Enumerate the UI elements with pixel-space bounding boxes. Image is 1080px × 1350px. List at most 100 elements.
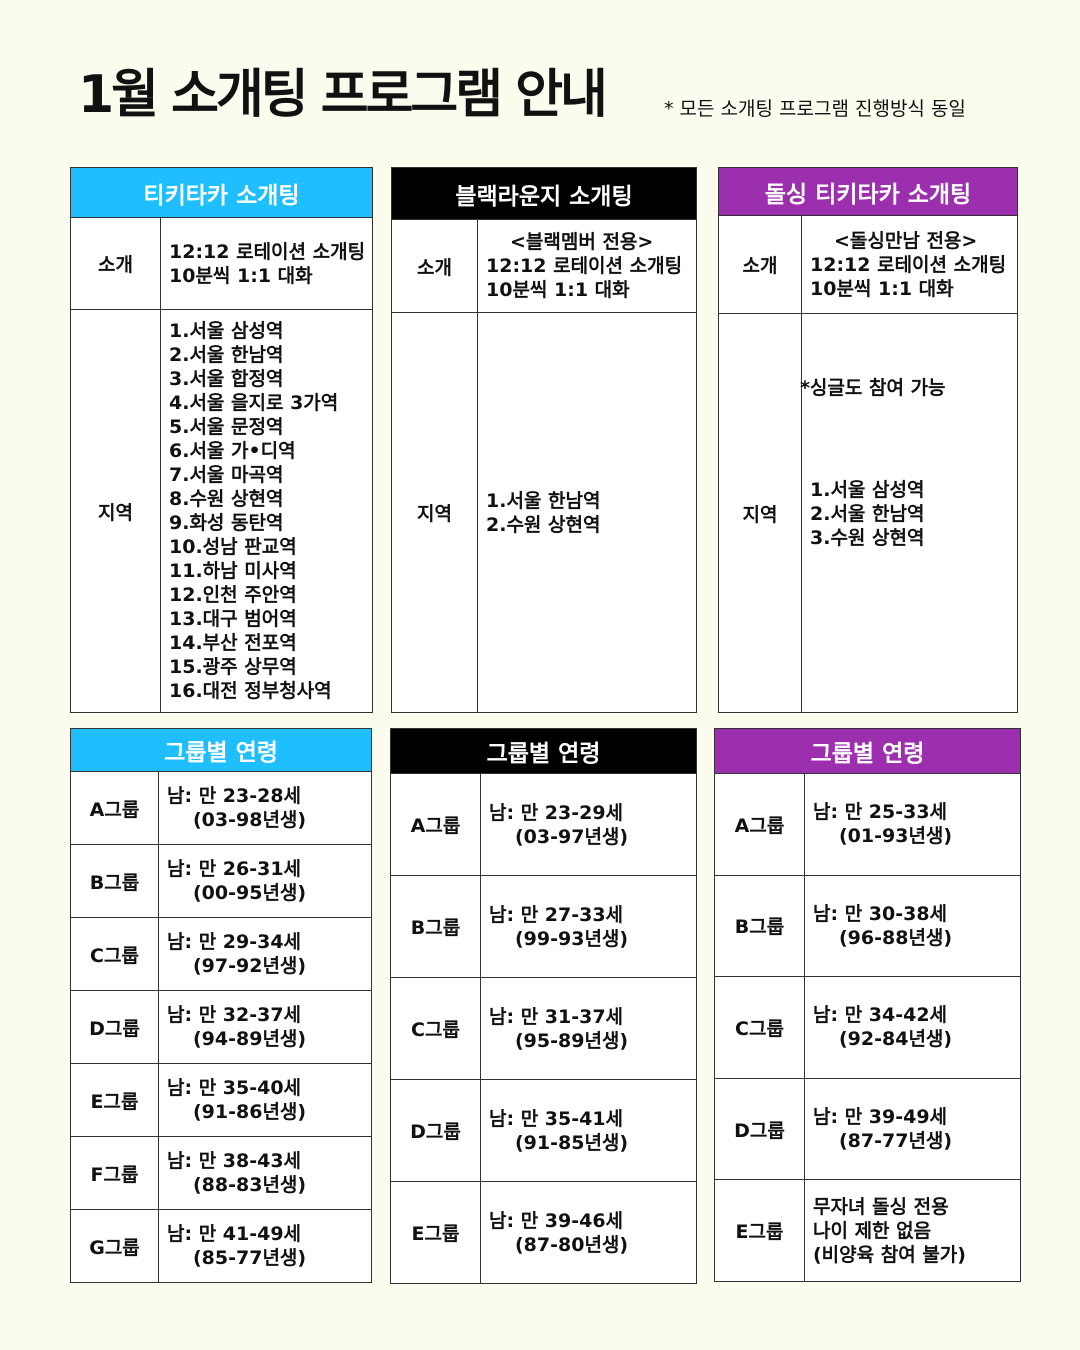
text-line: (03-98년생)	[193, 809, 307, 831]
program-title: 돌싱 티키타카 소개팅	[718, 167, 1018, 216]
text-line: 나이 제한 없음	[813, 1219, 932, 1242]
age-table: 그룹별 연령 A그룹 남: 만 23-29세 (03-97년생) B그룹 남: 만 27-…	[390, 728, 697, 1284]
text-line: 16.대전 정부청사역	[169, 680, 332, 702]
text-line: (92-84년생)	[839, 1028, 953, 1051]
intro-value: 12:12 로테이션 소개팅 10분씩 1:1 대화	[160, 217, 373, 310]
text-line: 10분씩 1:1 대화	[486, 279, 630, 301]
age-table-header: 그룹별 연령	[70, 728, 372, 772]
text-line: 11.하남 미사역	[169, 560, 297, 582]
text-line: (01-93년생)	[839, 825, 953, 848]
text-line: (91-85년생)	[515, 1131, 629, 1154]
text-line: 3.수원 상현역	[810, 527, 925, 549]
text-line: 남: 만 39-49세	[813, 1106, 948, 1129]
group-label: B그룹	[714, 874, 805, 978]
text-line: 15.광주 상무역	[169, 656, 297, 678]
intro-value: <블랙멤버 전용> 12:12 로테이션 소개팅 10분씩 1:1 대화	[477, 219, 697, 313]
group-label: C그룹	[390, 977, 481, 1080]
age-range: 남: 만 23-28세 (03-98년생)	[158, 771, 372, 845]
age-range: 남: 만 26-31세 (00-95년생)	[158, 844, 372, 918]
group-label: D그룹	[70, 990, 159, 1064]
text-line: (87-80년생)	[515, 1233, 629, 1256]
region-label: 지역	[391, 312, 478, 713]
group-label: G그룹	[70, 1209, 159, 1283]
text-line: 1.서울 삼성역	[169, 320, 284, 342]
text-line: 9.화성 동탄역	[169, 512, 284, 534]
text-line: 남: 만 32-37세	[167, 1004, 302, 1026]
table-row: C그룹 남: 만 31-37세 (95-89년생)	[390, 977, 697, 1080]
text-line: (99-93년생)	[515, 927, 629, 950]
text-line: 1.서울 한남역	[486, 489, 601, 512]
table-row: D그룹 남: 만 39-49세 (87-77년생)	[714, 1077, 1021, 1181]
text-line: 남: 만 30-38세	[813, 902, 948, 925]
text-line: 남: 만 26-31세	[167, 858, 302, 880]
age-range: 남: 만 29-34세 (97-92년생)	[158, 917, 372, 991]
group-label: E그룹	[70, 1063, 159, 1137]
age-range: 남: 만 30-38세 (96-88년생)	[804, 874, 1021, 978]
group-label: C그룹	[70, 917, 159, 991]
text-line: (88-83년생)	[193, 1174, 307, 1196]
group-label: C그룹	[714, 976, 805, 1079]
table-row: E그룹 남: 만 39-46세 (87-80년생)	[390, 1181, 697, 1284]
text-line: 4.서울 을지로 3가역	[169, 392, 339, 414]
page-note: * 모든 소개팅 프로그램 진행방식 동일	[664, 98, 966, 120]
table-row: G그룹 남: 만 41-49세 (85-77년생)	[70, 1209, 372, 1283]
text-line: 5.서울 문정역	[169, 416, 284, 438]
region-label: 지역	[718, 313, 802, 713]
text-line: 남: 만 38-43세	[167, 1150, 302, 1172]
age-range: 남: 만 39-49세 (87-77년생)	[804, 1077, 1021, 1181]
age-range: 남: 만 31-37세 (95-89년생)	[480, 977, 697, 1080]
text-line: 남: 만 35-40세	[167, 1077, 302, 1099]
text-line: (94-89년생)	[193, 1028, 307, 1050]
table-row: A그룹 남: 만 23-29세 (03-97년생)	[390, 773, 697, 876]
text-line: 남: 만 34-42세	[813, 1004, 948, 1027]
program-table: 돌싱 티키타카 소개팅 소개 <돌싱만남 전용> 12:12 로테이션 소개팅 10분씩…	[718, 167, 1018, 713]
group-label: D그룹	[714, 1077, 805, 1181]
region-note: *싱글도 참여 가능	[800, 377, 946, 399]
age-range: 남: 만 35-41세 (91-85년생)	[480, 1079, 697, 1182]
text-line: 3.서울 합정역	[169, 368, 284, 390]
table-row: B그룹 남: 만 30-38세 (96-88년생)	[714, 874, 1021, 978]
program-title: 블랙라운지 소개팅	[391, 167, 697, 220]
age-range: 남: 만 34-42세 (92-84년생)	[804, 976, 1021, 1079]
text-line: 남: 만 23-29세	[489, 801, 624, 824]
text-line: (비양육 참여 불가)	[813, 1243, 966, 1266]
text-line: (96-88년생)	[839, 926, 953, 949]
table-row: C그룹 남: 만 29-34세 (97-92년생)	[70, 917, 372, 991]
text-line: (95-89년생)	[515, 1029, 629, 1052]
age-table-header: 그룹별 연령	[714, 728, 1021, 774]
age-range: 남: 만 25-33세 (01-93년생)	[804, 773, 1021, 876]
text-line: 10.성남 판교역	[169, 536, 297, 558]
table-row: D그룹 남: 만 35-41세 (91-85년생)	[390, 1079, 697, 1182]
region-list: *싱글도 참여 가능 1.서울 삼성역 2.서울 한남역 3.수원 상현역	[800, 313, 1018, 713]
region-list: 1.서울 삼성역 2.서울 한남역 3.서울 합정역 4.서울 을지로 3가역 5.서울…	[160, 309, 373, 713]
text-line: 2.수원 상현역	[486, 513, 601, 536]
age-table: 그룹별 연령 A그룹 남: 만 25-33세 (01-93년생) B그룹 남: 만 30-…	[714, 728, 1021, 1282]
text-line: 12.인천 주안역	[169, 584, 297, 606]
table-row: C그룹 남: 만 34-42세 (92-84년생)	[714, 976, 1021, 1079]
text-line: (97-92년생)	[193, 955, 307, 977]
text-line: <돌싱만남 전용>	[834, 229, 978, 252]
intro-label: 소개	[391, 219, 478, 313]
text-line: 10분씩 1:1 대화	[169, 264, 313, 287]
region-list: 1.서울 한남역 2.수원 상현역	[477, 312, 697, 713]
group-label: F그룹	[70, 1136, 159, 1210]
text-line: 남: 만 35-41세	[489, 1107, 624, 1130]
group-label: B그룹	[390, 875, 481, 978]
group-label: D그룹	[390, 1079, 481, 1182]
age-table-header: 그룹별 연령	[390, 728, 697, 774]
age-range: 남: 만 32-37세 (94-89년생)	[158, 990, 372, 1064]
group-label: B그룹	[70, 844, 159, 918]
table-row: D그룹 남: 만 32-37세 (94-89년생)	[70, 990, 372, 1064]
text-line: 남: 만 41-49세	[167, 1223, 302, 1245]
table-row: A그룹 남: 만 23-28세 (03-98년생)	[70, 771, 372, 845]
table-row: F그룹 남: 만 38-43세 (88-83년생)	[70, 1136, 372, 1210]
text-line: (03-97년생)	[515, 825, 629, 848]
age-table: 그룹별 연령 A그룹 남: 만 23-28세 (03-98년생) B그룹 남: 만 26-…	[70, 728, 372, 1283]
text-line: 무자녀 돌싱 전용	[813, 1195, 949, 1218]
text-line: (91-86년생)	[193, 1101, 307, 1123]
age-range: 남: 만 41-49세 (85-77년생)	[158, 1209, 372, 1283]
group-label: E그룹	[714, 1179, 805, 1282]
text-line: 10분씩 1:1 대화	[810, 277, 954, 300]
text-line: 2.서울 한남역	[169, 344, 284, 366]
table-row: E그룹 남: 만 35-40세 (91-86년생)	[70, 1063, 372, 1137]
